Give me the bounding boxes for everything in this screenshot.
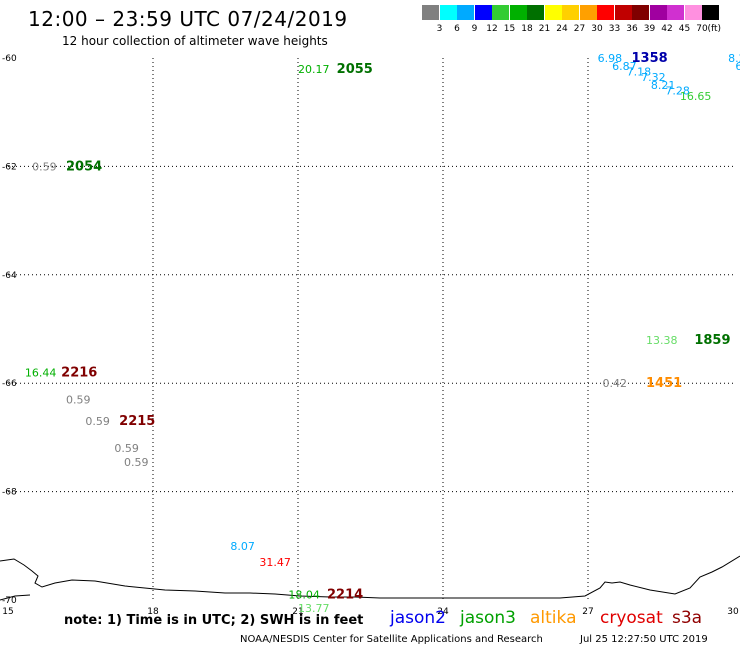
satellite-label-cryosat: cryosat	[600, 608, 663, 628]
wave-height-label: 0.59	[32, 160, 57, 173]
footer-credit: NOAA/NESDIS Center for Satellite Applica…	[240, 634, 543, 645]
scale-tick-label: 42	[661, 24, 673, 34]
wave-height-label: 6.87	[612, 60, 637, 73]
lat-tick-label: -64	[2, 271, 17, 281]
scale-tick-label: 6	[454, 24, 460, 34]
wave-height-label: 16.65	[680, 90, 712, 103]
footer-note: note: 1) Time is in UTC; 2) SWH is in fe…	[64, 613, 364, 628]
wave-height-label: 8.28	[728, 52, 740, 65]
lon-tick-label: 27	[582, 607, 593, 617]
scale-swatch	[439, 5, 457, 20]
scale-swatch	[562, 5, 579, 20]
scale-swatch	[457, 5, 474, 20]
scale-tick-label: 45	[678, 24, 691, 34]
scale-swatch	[474, 5, 492, 20]
chart-title: 12:00 – 23:59 UTC 07/24/2019	[28, 7, 348, 31]
scale-tick-label: 39	[643, 24, 656, 34]
scale-tick-label: 15	[503, 24, 516, 34]
lat-tick-label: -68	[2, 488, 17, 498]
scale-swatch	[614, 5, 632, 20]
wave-height-label: 13.77	[298, 602, 330, 615]
scale-tick-label: 9	[471, 24, 478, 34]
scale-tick-label: 3	[436, 24, 443, 34]
scale-tick-label: 33	[608, 24, 621, 34]
lat-tick-label: -70	[2, 596, 17, 606]
wave-height-label: 7.18	[627, 66, 652, 79]
scale-swatch	[492, 5, 509, 20]
observation-time-label: 1358	[632, 51, 668, 66]
wave-height-label: 20.17	[298, 63, 330, 76]
scale-swatch	[632, 5, 649, 20]
wave-height-label: 18.04	[288, 589, 320, 602]
coastline	[0, 555, 740, 599]
lat-tick-label: -60	[2, 54, 17, 64]
scale-tick-label: 12	[486, 24, 498, 34]
map-grid: 15 18 21 24 27 30 -60 -62 -64 -66 -68 -70	[2, 54, 739, 617]
scale-tick-label: 21	[538, 24, 551, 34]
scale-swatch	[422, 5, 439, 20]
observation-time-label: 2215	[119, 414, 155, 429]
wave-height-label: 16.44	[25, 366, 56, 379]
coastline-corner	[0, 594, 31, 601]
lon-tick-label: 24	[437, 607, 449, 617]
wave-height-label: 13.38	[646, 334, 678, 347]
observation-time-label: 2214	[327, 588, 363, 603]
wave-height-label: 0.59	[85, 415, 110, 428]
satellite-label-jason2: jason2	[390, 608, 446, 628]
scale-tick-label: 18	[521, 24, 533, 34]
scale-tick-label: 36	[626, 24, 638, 34]
lat-tick-label: -62	[2, 162, 17, 172]
satellite-label-altika: altika	[530, 608, 577, 628]
observation-time-label: 1451	[646, 376, 682, 391]
wave-height-label: 8.21	[651, 79, 676, 92]
lon-tick-label: 18	[147, 607, 159, 617]
wave-height-label: 7.32	[641, 71, 666, 84]
observation-time-label: 2055	[337, 62, 373, 77]
wave-height-label: 8.07	[230, 540, 255, 553]
scale-swatch	[579, 5, 597, 20]
wave-height-label: 6	[735, 60, 740, 73]
observation-time-label: 1859	[694, 333, 730, 348]
scale-swatch	[597, 5, 614, 20]
satellite-label-s3a: s3a	[672, 608, 703, 628]
scale-swatch	[684, 5, 702, 20]
scale-tick-label: 24	[556, 24, 568, 34]
lon-tick-label: 21	[292, 607, 303, 617]
scale-swatch	[649, 5, 667, 20]
satellite-label-jason3: jason3	[460, 608, 516, 628]
scale-tick-label: 27	[573, 24, 586, 34]
scale-unit: (ft)	[707, 24, 722, 34]
lat-tick-label: -66	[2, 379, 17, 389]
scale-swatch	[527, 5, 544, 20]
wave-height-label: 7.28	[665, 85, 690, 98]
wave-height-label: 6.98	[598, 52, 623, 65]
wave-height-label: 0.59	[114, 442, 139, 455]
observation-time-label: 2216	[61, 365, 97, 380]
scale-swatch	[509, 5, 527, 20]
scale-tick-label: 30	[591, 24, 603, 34]
scale-swatch	[544, 5, 562, 20]
wave-height-label: 0.59	[66, 393, 91, 406]
lon-tick-label: 15	[2, 607, 13, 617]
wave-height-label: 0.42	[603, 377, 628, 390]
observation-time-label: 2054	[66, 159, 102, 174]
chart-subtitle: 12 hour collection of altimeter wave hei…	[62, 34, 328, 48]
footer-timestamp: Jul 25 12:27:50 UTC 2019	[580, 634, 708, 645]
scale-tick-label: 70	[696, 24, 708, 34]
lon-tick-label: 30	[727, 607, 739, 617]
scale-swatch	[702, 5, 719, 20]
wave-height-label: 31.47	[259, 556, 291, 569]
wave-height-label: 0.59	[124, 456, 149, 469]
scale-swatch	[667, 5, 684, 20]
